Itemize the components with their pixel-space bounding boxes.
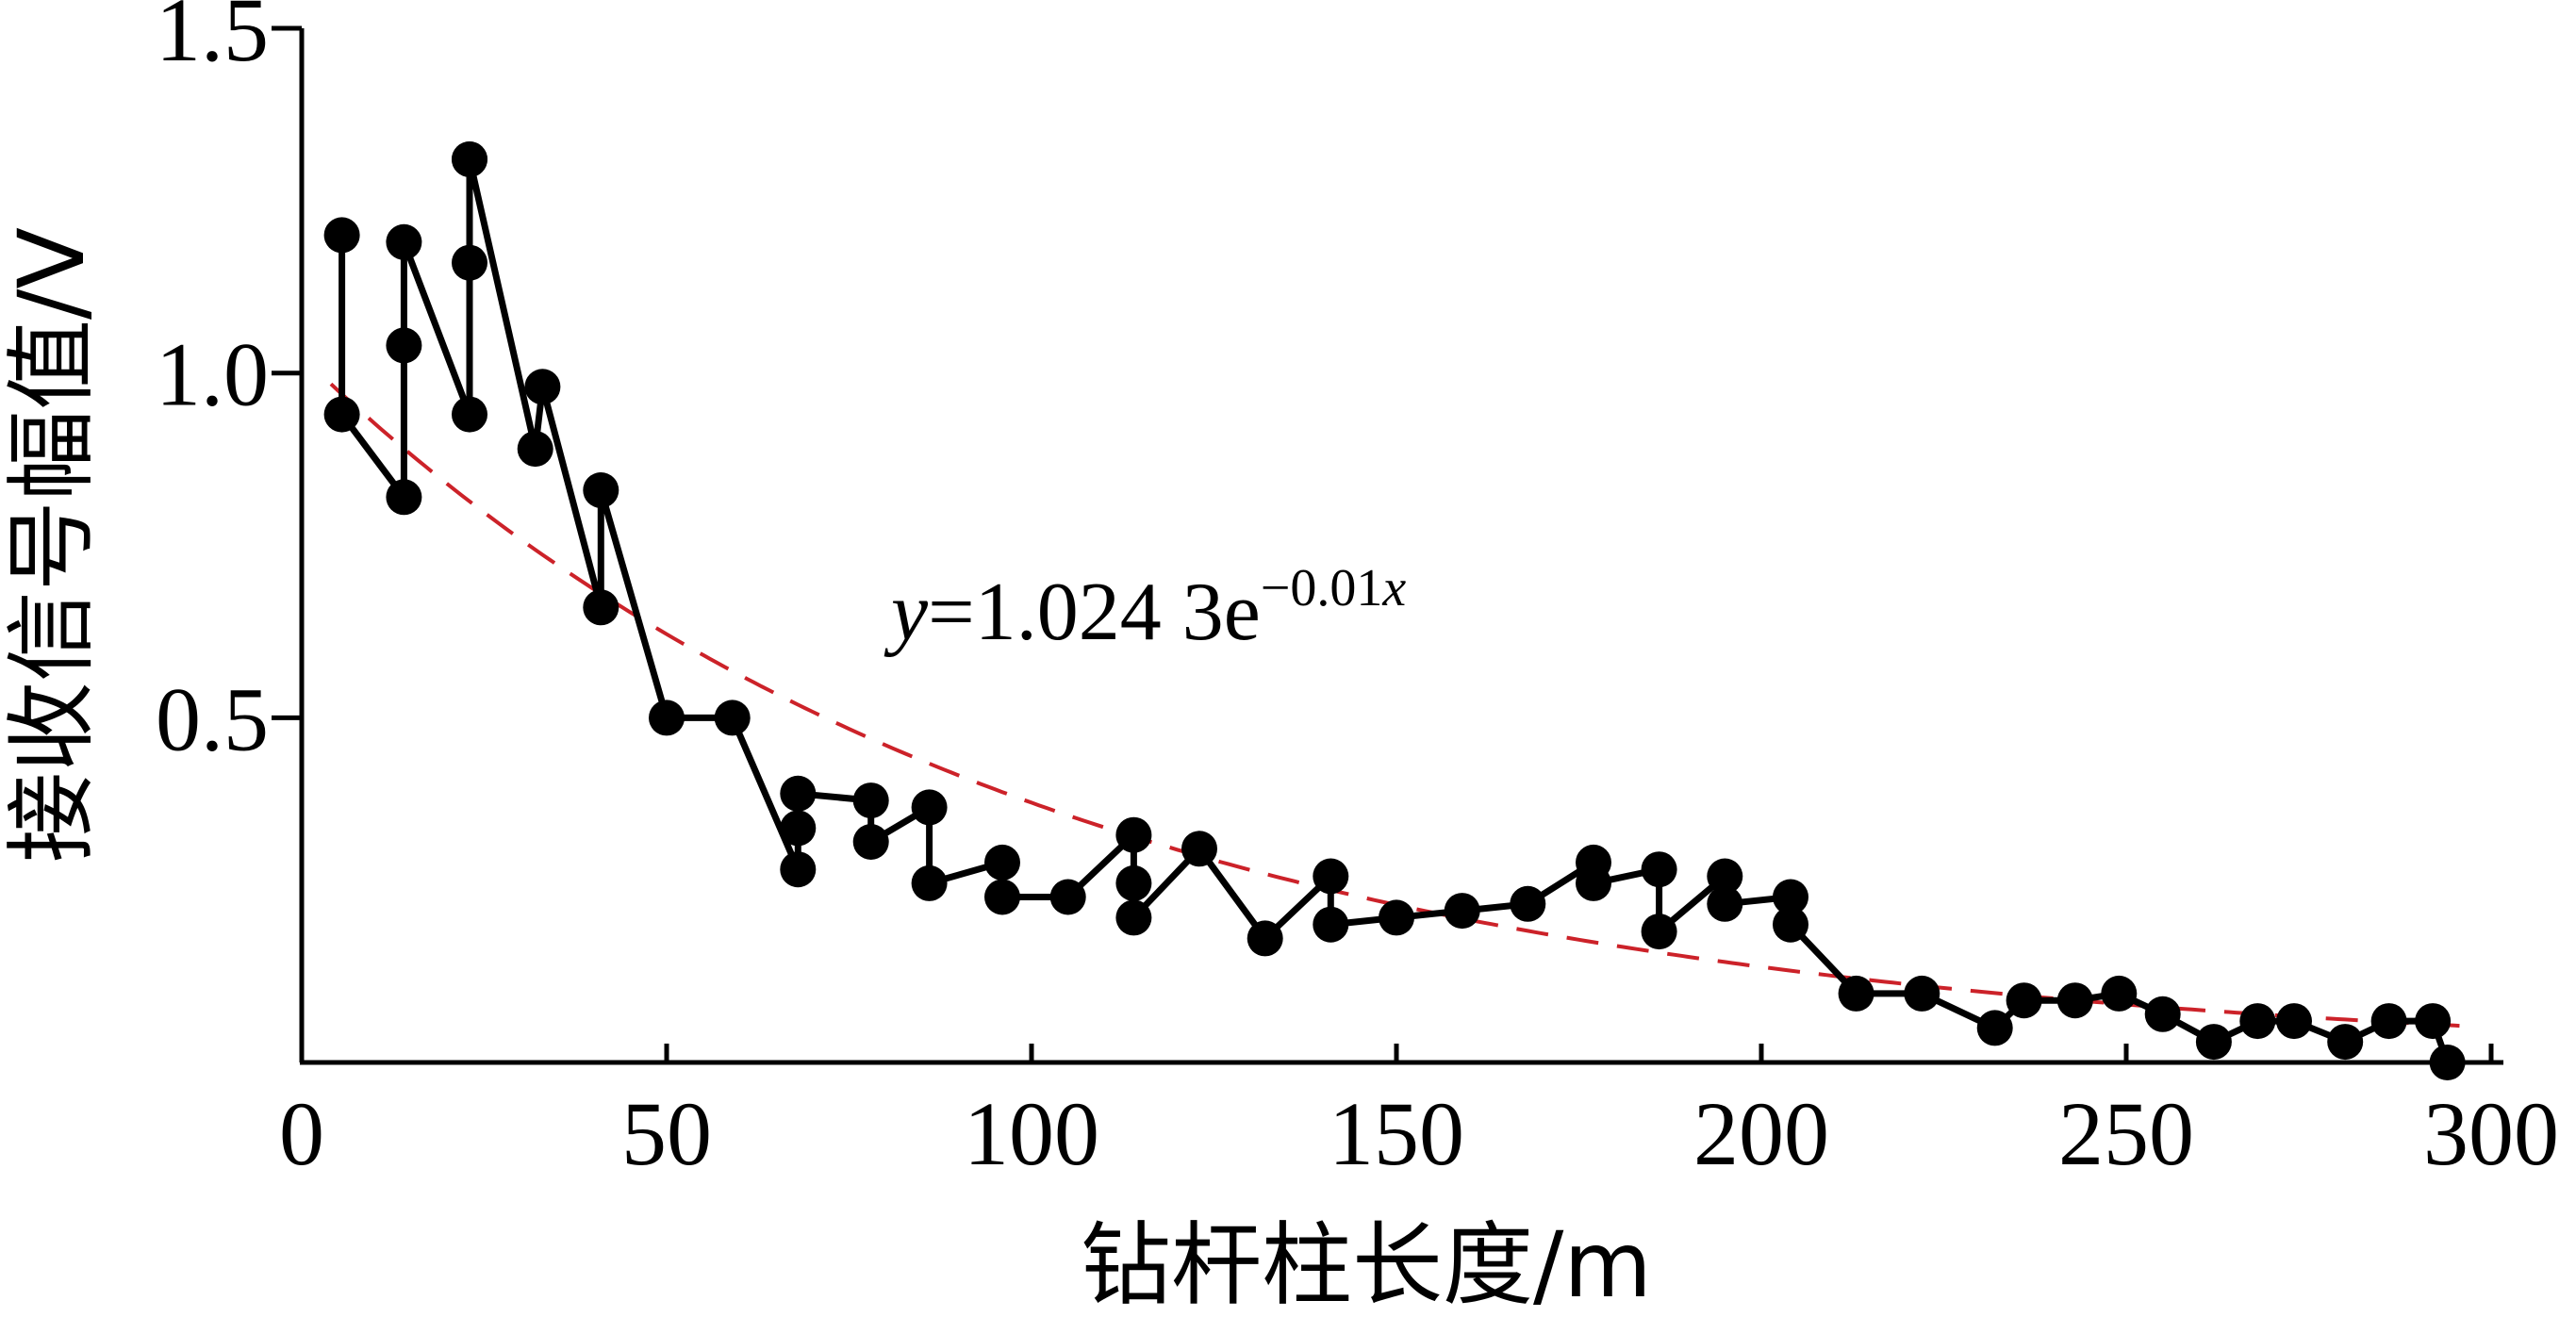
data-point <box>2276 1003 2312 1040</box>
data-point <box>583 472 619 508</box>
x-tick-label: 250 <box>2058 1083 2194 1184</box>
data-point <box>1976 1010 2013 1046</box>
data-point <box>452 141 487 177</box>
data-point <box>323 217 360 254</box>
data-point <box>2006 982 2042 1019</box>
data-point <box>1838 975 1874 1012</box>
y-tick-label: 0.5 <box>156 668 269 769</box>
tick-marks <box>272 25 2494 1062</box>
data-point <box>1379 899 1414 936</box>
x-tick-label: 300 <box>2423 1083 2559 1184</box>
data-point <box>1904 975 1940 1012</box>
data-point <box>780 851 817 888</box>
eq-coef: =1.024 3e <box>928 567 1261 658</box>
data-point <box>984 844 1020 881</box>
data-point <box>1115 864 1152 901</box>
x-tick-label: 150 <box>1329 1083 1464 1184</box>
data-point <box>524 369 561 405</box>
eq-exp-var: x <box>1381 559 1406 617</box>
data-point <box>852 824 889 860</box>
y-tick-label: 1.0 <box>156 324 269 425</box>
data-point <box>1115 899 1152 936</box>
data-point <box>386 327 422 364</box>
data-point <box>2144 996 2181 1032</box>
data-point <box>1247 920 1283 957</box>
data-point <box>386 223 422 260</box>
data-point <box>852 782 889 819</box>
data-point <box>2056 982 2093 1019</box>
data-point <box>1313 858 1349 895</box>
data-point <box>2239 1003 2276 1040</box>
data-point <box>911 864 948 901</box>
data-point <box>780 810 817 847</box>
data-point <box>1773 879 1808 915</box>
data-series-layer <box>323 141 2466 1080</box>
data-point <box>1313 906 1349 943</box>
x-tick-label: 0 <box>279 1083 324 1184</box>
data-point <box>780 775 817 812</box>
data-point <box>2195 1024 2232 1061</box>
data-point <box>1707 885 1743 922</box>
data-point <box>1049 879 1086 915</box>
eq-exp: −0.01 <box>1261 559 1383 617</box>
data-point <box>1576 864 1611 901</box>
data-point <box>714 700 751 736</box>
data-point <box>1773 906 1808 943</box>
x-tick-label: 100 <box>964 1083 1099 1184</box>
data-point <box>1641 851 1677 888</box>
data-point <box>2370 1003 2407 1040</box>
data-point <box>984 879 1020 915</box>
fit-equation: y=1.024 3e−0.01x <box>883 559 1406 658</box>
tick-labels: 0 50 100 150 200 250 300 0.5 1.0 1.5 <box>156 0 2559 1184</box>
data-point <box>2101 975 2138 1012</box>
data-point <box>452 396 487 433</box>
x-tick-label: 200 <box>1693 1083 1829 1184</box>
x-axis-title: 钻杆柱长度/m <box>1081 1212 1652 1317</box>
data-point <box>2415 1003 2452 1040</box>
data-point <box>323 396 360 433</box>
data-point <box>2327 1024 2364 1061</box>
data-point <box>1707 858 1743 895</box>
data-point <box>2429 1045 2466 1080</box>
x-tick-label: 50 <box>621 1083 712 1184</box>
eq-var: y <box>883 567 929 658</box>
data-point <box>1641 914 1677 950</box>
data-point <box>1115 816 1152 853</box>
data-point <box>1181 831 1217 867</box>
data-point <box>583 589 619 626</box>
data-point <box>452 244 487 281</box>
data-point <box>911 789 948 826</box>
y-tick-label: 1.5 <box>156 0 269 80</box>
data-point <box>517 431 553 468</box>
data-point <box>649 700 685 736</box>
data-point <box>1444 893 1480 930</box>
data-point <box>386 479 422 516</box>
data-point <box>1510 885 1546 922</box>
y-axis-title: 接收信号幅值/V <box>0 227 105 863</box>
